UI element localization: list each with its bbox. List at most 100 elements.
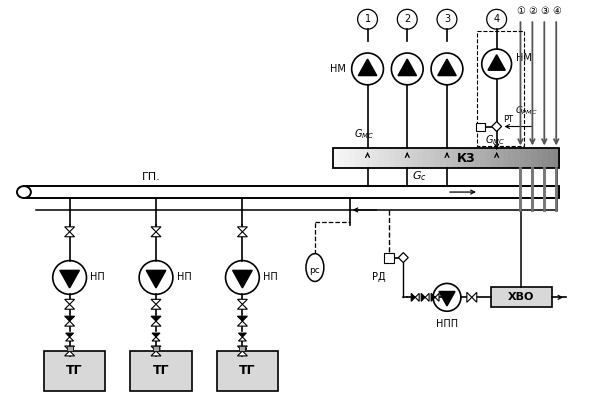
Bar	[406, 148, 412, 168]
Text: ТГ: ТГ	[66, 365, 83, 377]
Text: 4: 4	[494, 14, 500, 24]
Text: ②: ②	[528, 6, 537, 16]
Polygon shape	[488, 55, 505, 70]
Ellipse shape	[17, 186, 31, 198]
Polygon shape	[151, 321, 161, 326]
Bar	[333, 148, 339, 168]
Text: НП: НП	[264, 272, 278, 282]
Polygon shape	[65, 232, 75, 237]
Text: РТ: РТ	[504, 115, 514, 124]
Polygon shape	[439, 292, 455, 306]
Bar	[344, 148, 350, 168]
Polygon shape	[472, 292, 477, 302]
Polygon shape	[151, 316, 161, 321]
Polygon shape	[66, 337, 74, 341]
Bar	[355, 148, 362, 168]
Bar	[491, 288, 552, 307]
Text: $G_{МС}$: $G_{МС}$	[353, 128, 374, 142]
Bar	[469, 148, 475, 168]
Polygon shape	[66, 333, 74, 337]
Bar	[24, 186, 559, 198]
Polygon shape	[65, 316, 75, 321]
Bar	[491, 148, 497, 168]
Bar	[378, 148, 384, 168]
Bar	[508, 148, 514, 168]
Polygon shape	[151, 346, 161, 351]
Text: 2: 2	[404, 14, 411, 24]
Bar	[338, 148, 344, 168]
Polygon shape	[399, 253, 408, 263]
Bar	[412, 148, 418, 168]
Bar	[239, 346, 245, 351]
Bar	[423, 148, 429, 168]
Bar	[480, 148, 486, 168]
Bar	[497, 148, 503, 168]
Bar	[130, 351, 192, 391]
Bar	[440, 148, 446, 168]
Polygon shape	[238, 321, 247, 326]
Text: ①: ①	[516, 6, 525, 16]
Polygon shape	[467, 292, 472, 302]
Bar	[457, 148, 464, 168]
Polygon shape	[65, 227, 75, 232]
Bar	[216, 351, 278, 391]
Bar	[401, 148, 407, 168]
Polygon shape	[415, 294, 419, 301]
Bar	[477, 31, 525, 146]
Text: 3: 3	[444, 14, 450, 24]
Text: ГП.: ГП.	[142, 172, 160, 182]
Text: ③: ③	[540, 6, 549, 16]
Text: $G_{РМС}$: $G_{РМС}$	[514, 104, 537, 117]
Bar	[429, 148, 435, 168]
Polygon shape	[358, 59, 377, 76]
Polygon shape	[151, 351, 161, 356]
Polygon shape	[151, 227, 161, 232]
Polygon shape	[238, 337, 247, 341]
Polygon shape	[238, 227, 247, 232]
Polygon shape	[238, 351, 247, 356]
Polygon shape	[65, 304, 75, 309]
Ellipse shape	[306, 253, 324, 282]
Polygon shape	[146, 270, 166, 288]
Text: ХВО: ХВО	[508, 292, 535, 302]
Text: НМ: НМ	[330, 64, 346, 74]
Bar	[435, 148, 441, 168]
Polygon shape	[65, 321, 75, 326]
Bar	[350, 148, 356, 168]
Polygon shape	[238, 333, 247, 337]
Bar	[475, 148, 481, 168]
Polygon shape	[438, 59, 456, 76]
Bar	[446, 148, 452, 168]
Polygon shape	[421, 294, 425, 301]
Polygon shape	[425, 294, 429, 301]
Bar	[502, 148, 509, 168]
Bar	[520, 148, 526, 168]
Polygon shape	[65, 351, 75, 356]
Polygon shape	[151, 299, 161, 304]
Bar	[514, 148, 520, 168]
Bar	[485, 148, 492, 168]
Bar	[373, 148, 379, 168]
Polygon shape	[431, 294, 435, 301]
Bar	[384, 148, 390, 168]
Polygon shape	[491, 122, 502, 132]
Text: НПП: НПП	[436, 319, 458, 329]
Polygon shape	[152, 337, 160, 341]
Polygon shape	[238, 299, 247, 304]
Text: ТГ: ТГ	[239, 365, 256, 377]
Polygon shape	[238, 316, 247, 321]
Polygon shape	[398, 59, 417, 76]
Bar	[542, 148, 548, 168]
Polygon shape	[152, 333, 160, 337]
Text: К3: К3	[456, 152, 475, 165]
Bar	[361, 148, 367, 168]
Bar	[395, 148, 401, 168]
Bar	[554, 148, 560, 168]
Bar	[333, 148, 559, 168]
Text: ТГ: ТГ	[153, 365, 169, 377]
Polygon shape	[233, 270, 252, 288]
Polygon shape	[411, 294, 415, 301]
Polygon shape	[65, 299, 75, 304]
Bar	[548, 148, 554, 168]
Bar	[452, 148, 458, 168]
